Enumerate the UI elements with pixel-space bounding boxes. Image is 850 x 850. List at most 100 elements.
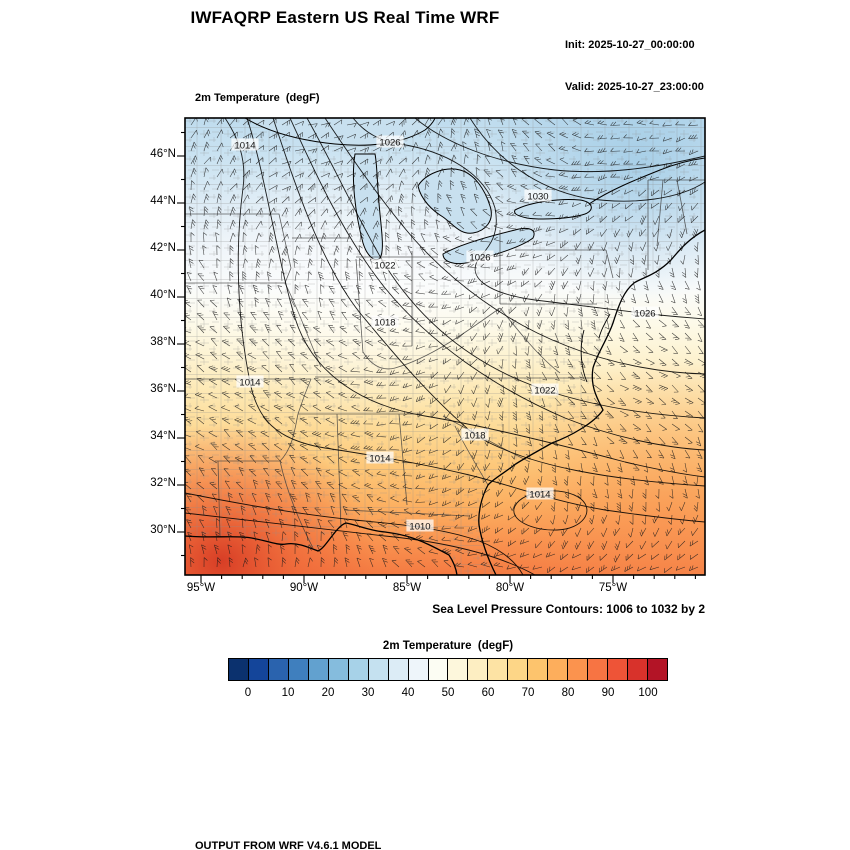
contour-label-bg <box>366 451 394 464</box>
colorbar-tick-label: 70 <box>521 687 535 699</box>
chesapeake-bay <box>580 329 588 383</box>
footer-model-line: OUTPUT FROM WRF V4.6.1 MODEL <box>195 840 382 850</box>
contour-1014 <box>224 118 705 523</box>
valid-time: Valid: 2025-10-27_23:00:00 <box>565 81 704 93</box>
colorbar-segment <box>247 659 268 680</box>
pressure-contour-label: 1014 <box>529 490 550 501</box>
pressure-contour-label: 1026 <box>634 309 655 320</box>
weather-map: 1014 1026 1030 1022 1026 1026 1018 1014 1022 1018… <box>177 117 706 583</box>
colorbar-segment <box>547 659 568 680</box>
colorbar-segment <box>487 659 508 680</box>
wind-barb-glyphs <box>185 118 705 574</box>
contour-1030 <box>469 118 705 202</box>
colorbar-tick-label: 30 <box>361 687 375 699</box>
colorbar-segment <box>327 659 348 680</box>
lon-tick-label: 90°W <box>289 582 319 594</box>
colorbar-segment <box>467 659 488 680</box>
pressure-contour-label: 1010 <box>409 522 430 533</box>
plot-title: IWFAQRP Eastern US Real Time WRF <box>190 8 500 27</box>
lake-huron <box>417 168 492 234</box>
contour-caption: Sea Level Pressure Contours: 1006 to 103… <box>432 602 705 616</box>
lon-tick-label: 85°W <box>392 582 422 594</box>
pressure-contour-label: 1026 <box>469 253 490 264</box>
colorbar-tick-label: 90 <box>601 687 615 699</box>
contour-label-bg <box>371 258 399 271</box>
contour-1012 <box>185 512 536 575</box>
footer: OUTPUT FROM WRF V4.6.1 MODEL WE = 310 ; … <box>195 806 644 850</box>
colorbar-segment <box>567 659 588 680</box>
contour-label-bg <box>524 189 552 202</box>
coastline <box>185 157 705 575</box>
colorbar-segment <box>267 659 288 680</box>
map-frame <box>184 117 706 576</box>
pressure-contour-label: 1022 <box>534 386 555 397</box>
colorbar-tick-label: 50 <box>441 687 455 699</box>
contour-label-bg <box>531 383 559 396</box>
pressure-contour-label: 1014 <box>234 141 255 152</box>
contour-1028 <box>414 118 705 173</box>
colorbar-segment <box>287 659 308 680</box>
pressure-contour-label: 1018 <box>464 431 485 442</box>
lat-tick-label: 32°N <box>150 477 176 489</box>
contour-label-bg <box>236 375 264 388</box>
contour-label-bg <box>406 519 434 532</box>
pressure-contour-label: 1022 <box>374 261 395 272</box>
contour-1010 <box>185 492 524 575</box>
colorbar-segment <box>447 659 468 680</box>
colorbar-segment <box>627 659 648 680</box>
colorbar-tick-label: 80 <box>561 687 575 699</box>
lat-tick-label: 38°N <box>150 336 176 348</box>
colorbar-segment <box>647 659 667 680</box>
lon-tick-label: 95°W <box>186 582 216 594</box>
atlantic-coast <box>478 229 705 575</box>
pressure-contour-label: 1026 <box>379 138 400 149</box>
pressure-contour-label: 1018 <box>374 318 395 329</box>
great-lakes <box>244 118 592 265</box>
colorbar <box>228 658 668 681</box>
lat-tick-label: 42°N <box>150 242 176 254</box>
colorbar-segment <box>387 659 408 680</box>
contour-label-bg <box>231 138 259 151</box>
colorbar-segment <box>607 659 628 680</box>
contour-1020 <box>289 118 705 451</box>
lon-tick-label: 75°W <box>598 582 628 594</box>
gulf-coast <box>185 522 458 575</box>
init-time: Init: 2025-10-27_00:00:00 <box>565 39 695 51</box>
contour-1024 <box>324 118 705 375</box>
colorbar-segment <box>307 659 328 680</box>
contour-label-bg <box>631 306 659 319</box>
colorbar-segment <box>587 659 608 680</box>
pressure-contour-label: 1014 <box>369 454 390 465</box>
st-lawrence-river <box>588 157 705 205</box>
colorbar-segment <box>347 659 368 680</box>
colorbar-tick-label: 60 <box>481 687 495 699</box>
colorbar-title: 2m Temperature (degF) <box>382 640 514 652</box>
contour-label-bg <box>466 250 494 263</box>
colorbar-tick-label: 40 <box>401 687 415 699</box>
lat-tick-label: 46°N <box>150 148 176 160</box>
lat-tick-label: 36°N <box>150 383 176 395</box>
contour-1018 <box>272 118 705 487</box>
colorbar-tick-label: 100 <box>638 687 658 699</box>
contour-label-bg <box>376 135 404 148</box>
colorbar-tick-label: 20 <box>321 687 335 699</box>
timestamps: Init: 2025-10-27_00:00:00 Valid: 2025-10… <box>565 10 704 122</box>
lat-tick-label: 34°N <box>150 430 176 442</box>
colorbar-segment <box>527 659 548 680</box>
pressure-contour-label: 1030 <box>527 192 548 203</box>
contour-label-bg <box>371 315 399 328</box>
colorbar-segment <box>229 659 248 680</box>
contour-1022 <box>306 118 705 419</box>
pressure-contour-label: 1014 <box>239 378 260 389</box>
lat-tick-label: 30°N <box>150 524 176 536</box>
colorbar-segment <box>367 659 388 680</box>
contour-label-bg <box>461 428 489 441</box>
state-borders <box>185 179 705 549</box>
colorbar-tick-label: 0 <box>244 687 252 699</box>
colorbar-segment <box>427 659 448 680</box>
lat-tick-label: 40°N <box>150 289 176 301</box>
contour-1016 <box>246 118 705 478</box>
colorbar-tick-label: 10 <box>281 687 295 699</box>
wind-barbs <box>185 118 705 574</box>
colorbar-segment <box>507 659 528 680</box>
